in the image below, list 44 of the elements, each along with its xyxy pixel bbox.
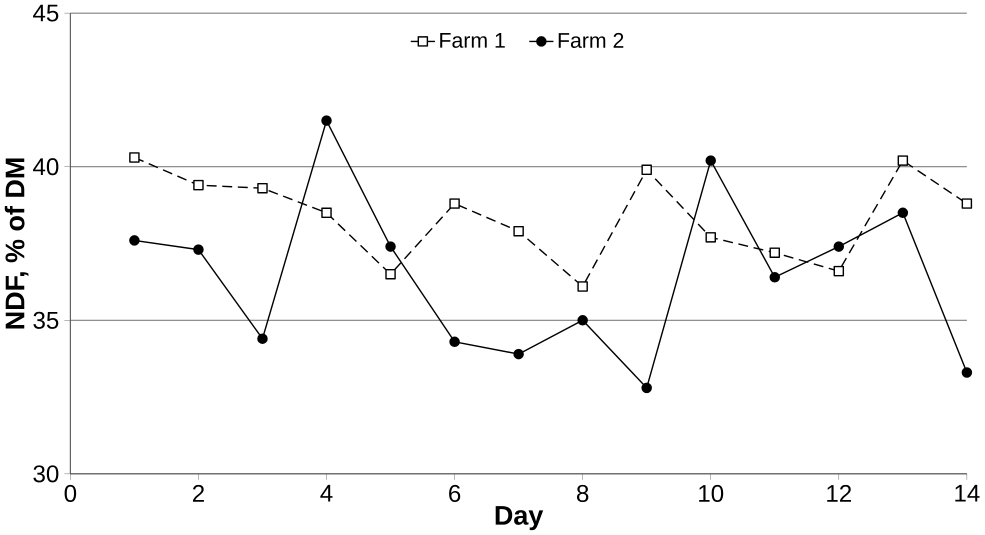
point (834, 266, 844, 276)
point (705, 155, 716, 166)
x-tick-label: 2 (192, 484, 204, 502)
point (385, 269, 396, 280)
y-tick-label: 40 (33, 158, 58, 176)
point (641, 382, 652, 394)
x-tick-label: 0 (64, 484, 76, 502)
point (898, 155, 908, 166)
point (321, 208, 332, 218)
y-axis-title: NDF, % of DM (4, 158, 28, 329)
x-tick-label: 8 (577, 484, 588, 502)
x-tick-label: 4 (320, 484, 333, 502)
x-tick-label: 10 (699, 484, 724, 502)
point (898, 208, 908, 218)
x-axis-title: Day (496, 506, 544, 530)
point (513, 348, 524, 360)
point (641, 164, 652, 176)
point (257, 183, 268, 194)
point (770, 272, 780, 283)
point (513, 226, 524, 237)
point (770, 248, 780, 258)
point (129, 152, 140, 163)
point (834, 241, 844, 252)
point (962, 198, 972, 209)
y-tick-label: 45 (33, 4, 58, 22)
point (449, 198, 460, 209)
point (193, 180, 204, 190)
point (385, 241, 396, 252)
point (449, 336, 460, 348)
legend-label: Farm 1 (440, 33, 505, 48)
y-tick-label: 30 (33, 465, 58, 482)
x-tick-label: 12 (827, 484, 851, 502)
legend-label: Farm 2 (558, 32, 624, 48)
point (962, 367, 972, 378)
x-tick-label: 14 (955, 484, 980, 502)
point (577, 315, 588, 326)
x-tick-label: 6 (449, 484, 460, 502)
y-tick-label: 35 (33, 312, 58, 329)
point (193, 244, 204, 255)
point (577, 281, 588, 292)
point (321, 115, 332, 126)
point (129, 235, 140, 246)
point (257, 334, 268, 344)
point (705, 232, 716, 243)
